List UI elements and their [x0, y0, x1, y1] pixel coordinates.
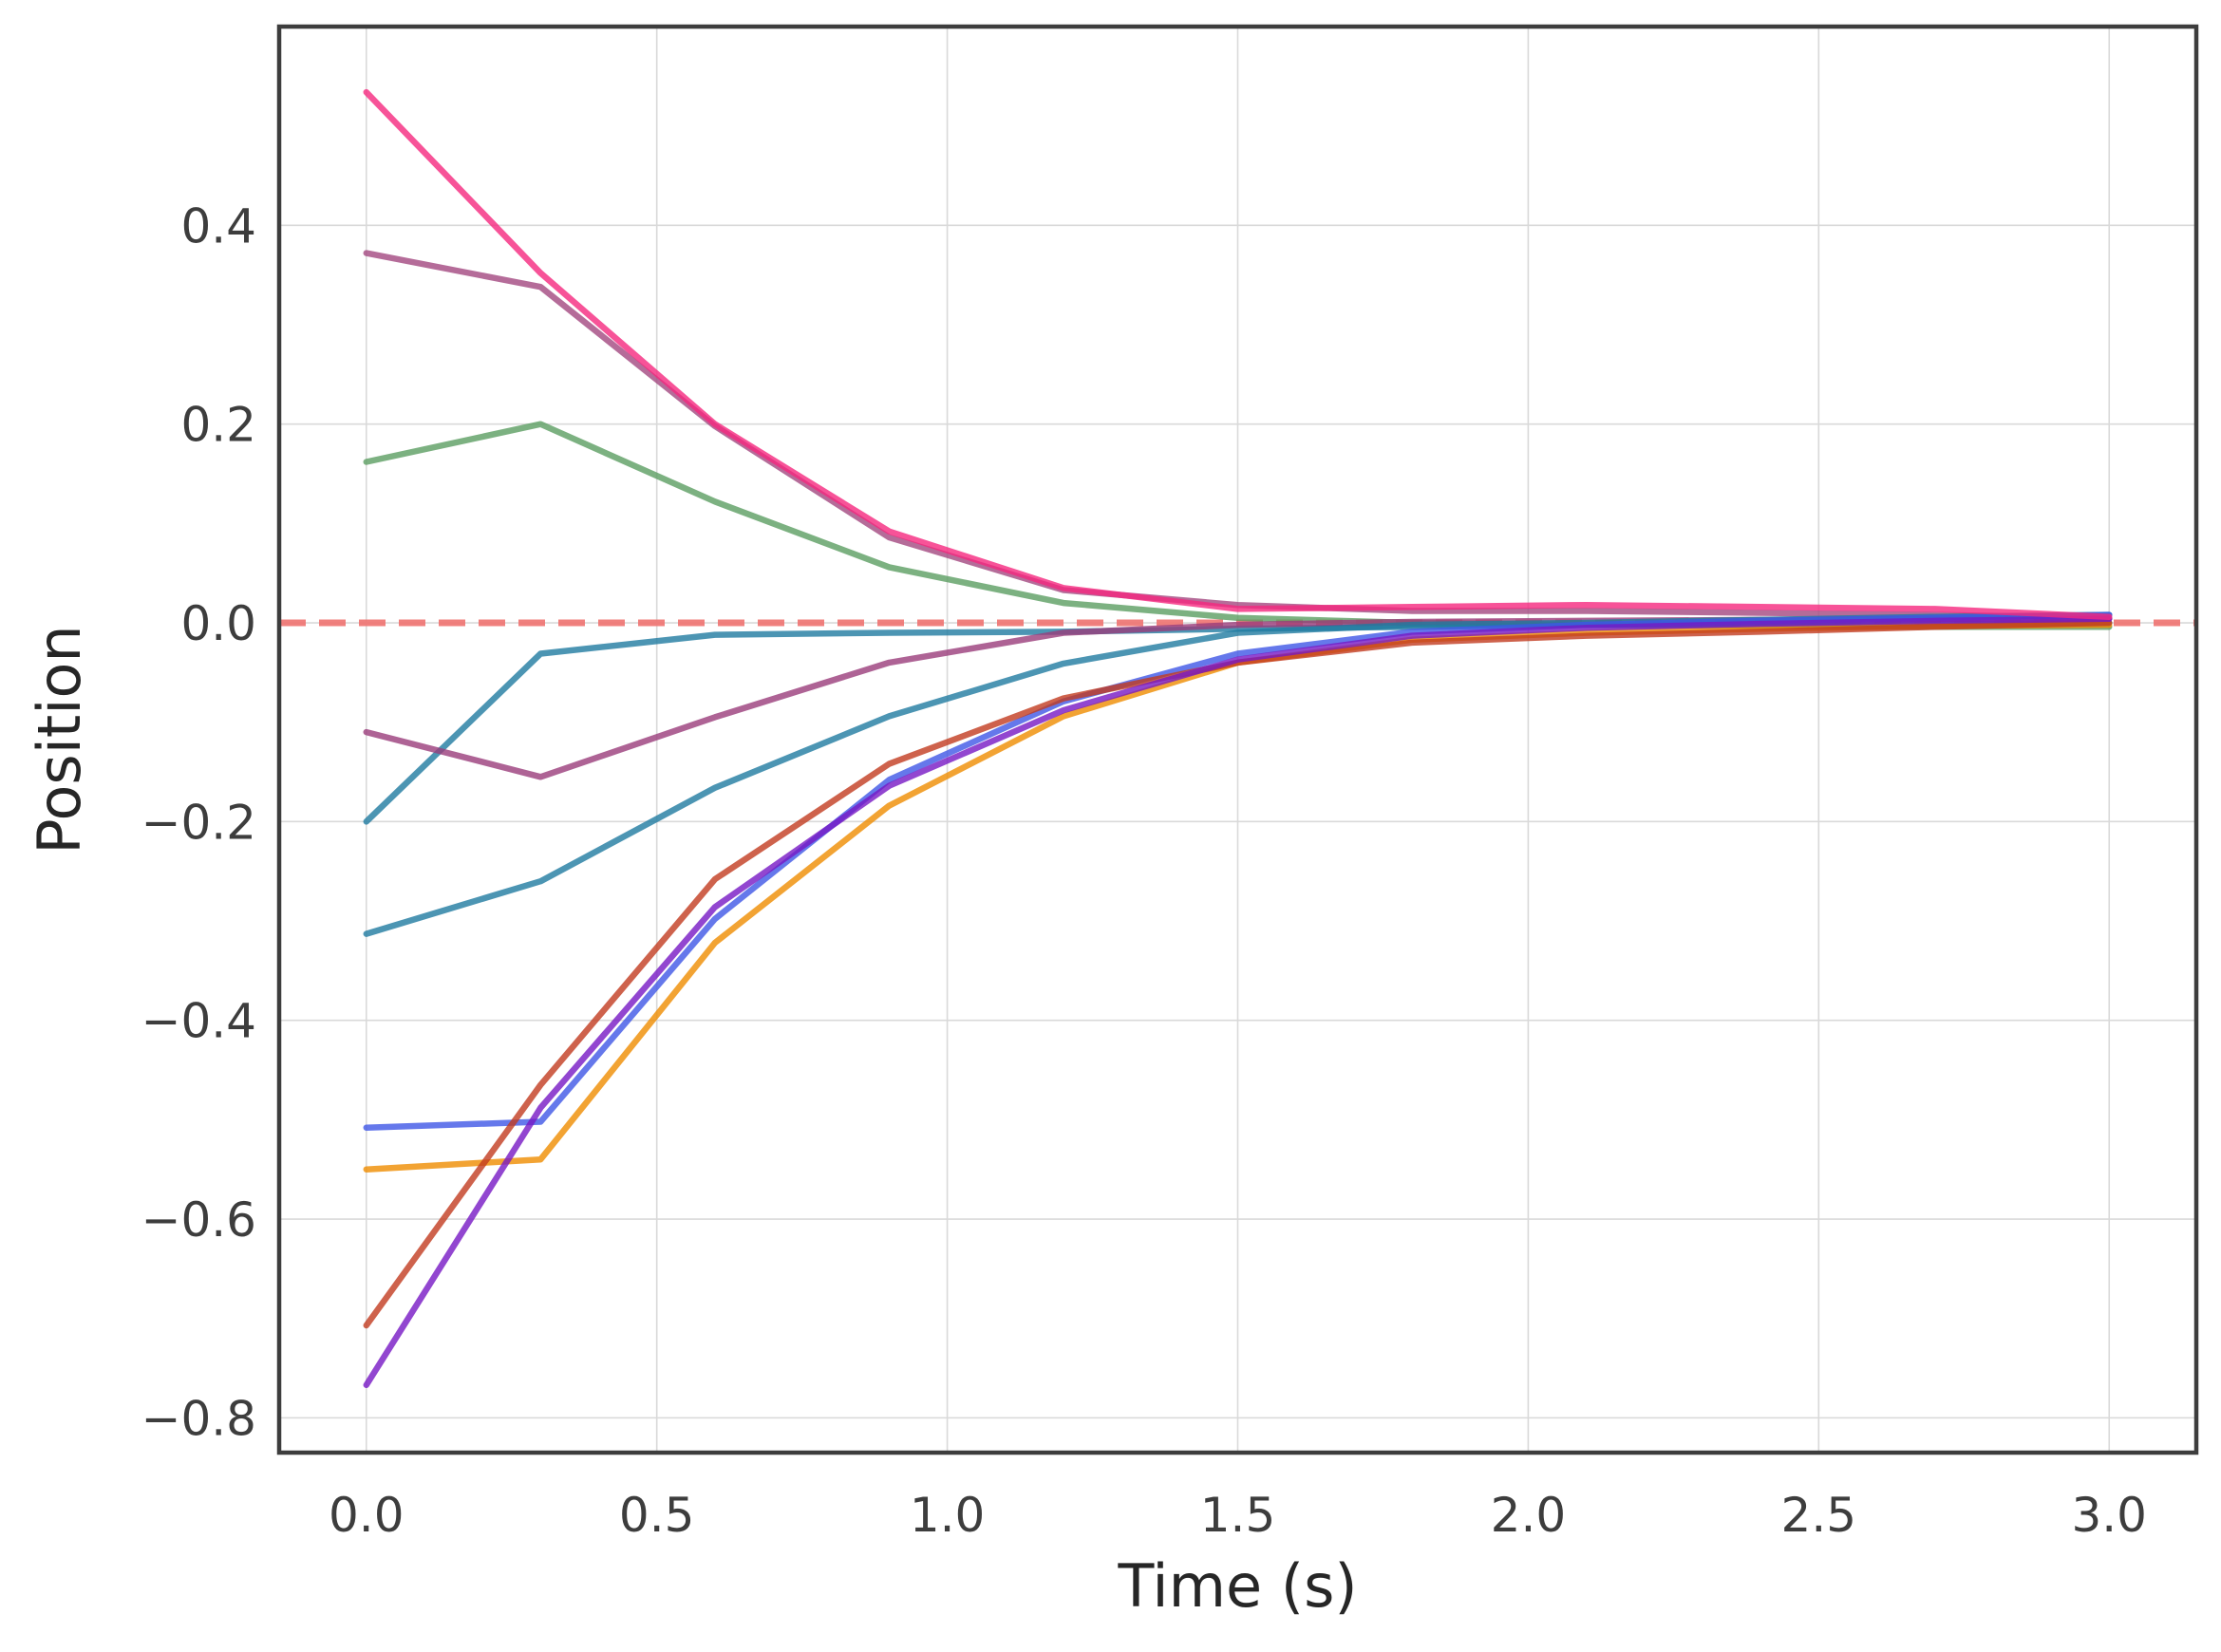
x-tick-label: 0.0 — [329, 1488, 405, 1543]
series-line-2 — [363, 250, 2113, 622]
y-tick-label: −0.6 — [141, 1192, 256, 1248]
x-tick-label: 3.0 — [2071, 1488, 2147, 1543]
plot-area-frame — [276, 24, 2199, 1455]
y-tick-label: −0.8 — [141, 1391, 256, 1446]
series-line-10 — [363, 88, 2113, 620]
x-tick-label: 1.0 — [910, 1488, 986, 1543]
series-lines — [363, 88, 2113, 1389]
x-axis-label: Time (s) — [1117, 1551, 1357, 1621]
series-line-9 — [363, 615, 2113, 1389]
y-axis-ticks: 0.4 0.2 0.0 −0.2 −0.4 −0.6 −0.8 — [141, 198, 256, 1446]
y-tick-label: 0.4 — [180, 198, 256, 253]
x-axis-ticks: 0.0 0.5 1.0 1.5 2.0 2.5 3.0 — [329, 1488, 2147, 1543]
y-tick-label: −0.2 — [141, 795, 256, 850]
x-tick-label: 2.0 — [1491, 1488, 1567, 1543]
x-tick-label: 1.5 — [1200, 1488, 1276, 1543]
y-tick-label: 0.0 — [180, 596, 256, 651]
y-axis-label: Position — [25, 625, 94, 854]
y-tick-label: −0.4 — [141, 994, 256, 1049]
x-tick-label: 2.5 — [1781, 1488, 1857, 1543]
y-tick-label: 0.2 — [180, 398, 256, 453]
x-tick-label: 0.5 — [619, 1488, 695, 1543]
